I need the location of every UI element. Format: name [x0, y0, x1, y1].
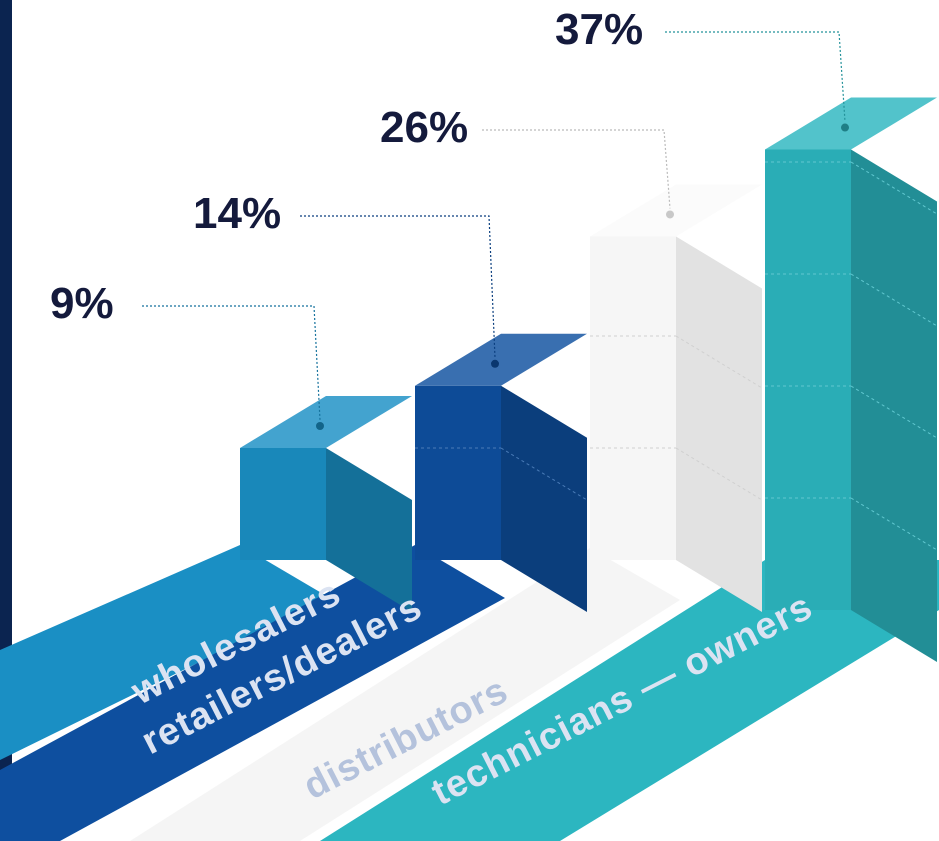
column-1 [240, 396, 412, 612]
floor-strip-4 [320, 560, 939, 841]
column-front-4 [765, 149, 851, 611]
floor-strip-3 [130, 548, 680, 841]
value-label-2: 14% [193, 189, 281, 238]
column-side-1 [326, 448, 412, 612]
value-label-3: 26% [380, 103, 468, 152]
leader-line-4 [665, 31, 846, 122]
column-3 [590, 184, 763, 612]
column-top-4 [765, 97, 937, 150]
value-label-1: 9% [50, 279, 114, 328]
column-top-3 [590, 184, 762, 237]
leader-line-1 [142, 305, 321, 421]
anchor-dot-4 [841, 123, 849, 132]
left-edge-band [0, 0, 12, 841]
column-side-3 [676, 236, 762, 612]
column-4 [765, 97, 938, 663]
column-2 [415, 333, 588, 612]
floor-strip-2 [0, 545, 505, 841]
leader-line-3 [482, 129, 671, 209]
column-front-2 [415, 385, 501, 560]
column-front-3 [590, 236, 676, 560]
column-side-2 [501, 385, 587, 612]
anchor-dot-3 [666, 210, 674, 219]
column-side-4 [851, 149, 937, 663]
floor-strip-1 [0, 545, 330, 760]
column-top-1 [240, 396, 412, 448]
leader-line-2 [300, 215, 496, 358]
column-front-1 [240, 448, 326, 560]
column-top-2 [415, 333, 587, 386]
value-label-4: 37% [555, 5, 643, 54]
anchor-dot-2 [491, 359, 499, 368]
anchor-dot-1 [316, 422, 324, 430]
